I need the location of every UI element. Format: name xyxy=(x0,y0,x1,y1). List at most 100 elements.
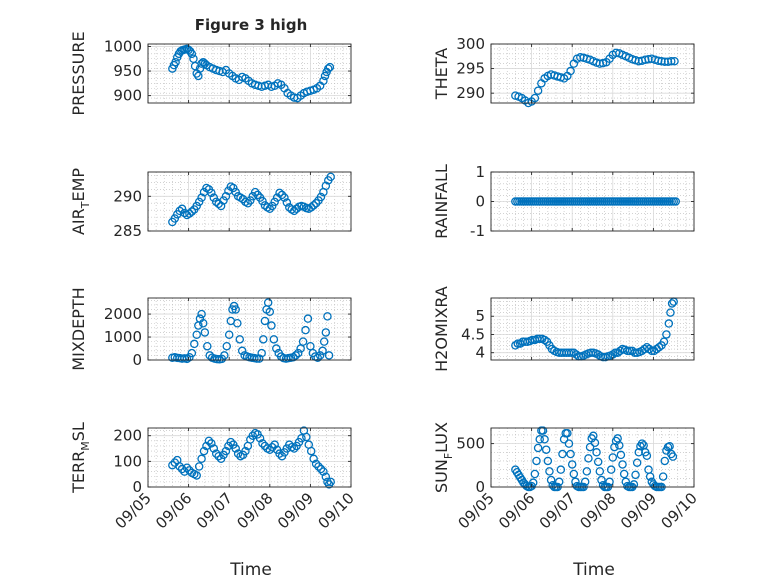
y-tick-label: 290 xyxy=(456,84,485,102)
data-point xyxy=(590,438,600,447)
x-tick-label: 09/08 xyxy=(233,489,276,532)
data-point xyxy=(546,475,556,485)
subplot-h2omixra: 44.55 H2OMIXRA xyxy=(432,286,695,372)
y-axis-label: SUNFLUX xyxy=(432,422,455,493)
data-point xyxy=(257,348,266,358)
y-axis-label-main: AIR xyxy=(69,208,88,235)
data-point xyxy=(269,335,279,344)
data-point xyxy=(566,449,575,459)
data-point xyxy=(197,454,206,464)
y-tick-label: 2000 xyxy=(104,305,142,323)
y-axis-label-subscript: T xyxy=(79,201,92,209)
x-tick-label: 09/09 xyxy=(274,489,317,532)
y-axis-label-subscript: F xyxy=(442,453,455,459)
plot-area xyxy=(491,298,694,360)
data-point xyxy=(540,435,549,444)
data-point xyxy=(171,57,180,67)
data-point xyxy=(231,305,240,314)
x-tick-label: 09/07 xyxy=(193,489,236,532)
data-point xyxy=(316,192,326,202)
data-point xyxy=(265,204,275,214)
data-point xyxy=(532,456,541,466)
data-point xyxy=(608,453,618,462)
y-axis-label: TERRMSL xyxy=(69,422,92,494)
data-point xyxy=(321,328,331,337)
major-grid xyxy=(491,298,694,360)
y-tick-label: 1 xyxy=(475,163,485,181)
data-point xyxy=(319,467,328,476)
data-point xyxy=(185,209,194,218)
data-point xyxy=(665,441,674,451)
y-axis-label-subscript: M xyxy=(79,441,92,451)
data-point xyxy=(214,451,223,461)
data-point xyxy=(231,444,240,453)
data-point xyxy=(194,462,204,471)
y-tick-label: 4 xyxy=(475,344,485,362)
data-point xyxy=(219,196,228,205)
data-point xyxy=(634,448,644,457)
data-point xyxy=(231,187,240,197)
data-point xyxy=(204,436,214,446)
data-point xyxy=(311,459,321,469)
axes-box xyxy=(147,43,352,104)
data-point xyxy=(309,454,318,464)
data-point xyxy=(229,183,238,193)
y-tick-label: 0 xyxy=(475,193,485,211)
data-point xyxy=(658,472,668,481)
subplot-terr_msl: 0100200TERRMSL09/0509/0609/0709/0809/090… xyxy=(69,422,358,532)
y-tick-label: 295 xyxy=(456,60,485,78)
y-axis-label: RAINFALL xyxy=(432,164,451,239)
data-point xyxy=(187,49,197,59)
data-point xyxy=(270,197,279,207)
data-point xyxy=(642,451,652,461)
data-point xyxy=(289,352,298,362)
y-axis-label: H2OMIXRA xyxy=(432,286,451,372)
data-point xyxy=(200,328,210,337)
data-point xyxy=(309,201,318,210)
data-point xyxy=(319,337,329,346)
data-point xyxy=(258,439,267,448)
data-point xyxy=(645,472,655,481)
data-point xyxy=(535,334,544,344)
data-point xyxy=(237,346,247,356)
y-tick-label: 4.5 xyxy=(461,325,485,343)
data-point xyxy=(197,59,206,68)
series-terr_msl xyxy=(168,426,335,489)
data-point xyxy=(660,456,670,466)
data-point xyxy=(265,307,275,317)
data-point xyxy=(556,465,566,474)
x-tick-label: 09/09 xyxy=(617,489,660,532)
data-point xyxy=(660,57,670,66)
y-axis-label-rest: EMP xyxy=(69,168,88,202)
data-point xyxy=(197,309,206,319)
data-point xyxy=(593,350,603,359)
data-point xyxy=(324,64,333,73)
data-point xyxy=(631,470,640,480)
data-point xyxy=(275,188,284,198)
data-point xyxy=(263,298,273,307)
data-point xyxy=(275,449,284,458)
data-point xyxy=(618,460,627,469)
data-point xyxy=(615,441,624,450)
data-point xyxy=(637,439,647,448)
subplot-theta: 290 295 300 THETA xyxy=(432,35,695,108)
axes-box xyxy=(490,297,695,361)
data-point xyxy=(194,197,204,207)
data-point xyxy=(291,351,301,360)
subplot-pressure: 900 950 1000 PRESSURE xyxy=(69,31,352,116)
data-point xyxy=(202,441,211,451)
data-point xyxy=(647,346,657,356)
y-tick-label: 0 xyxy=(132,478,142,496)
data-point xyxy=(593,457,603,467)
data-point xyxy=(311,198,321,208)
data-point xyxy=(272,344,281,353)
data-point xyxy=(280,193,289,202)
data-point xyxy=(326,477,335,487)
data-point xyxy=(616,450,626,460)
data-point xyxy=(289,206,299,216)
data-point xyxy=(233,319,242,328)
data-point xyxy=(659,337,669,347)
data-point xyxy=(198,319,208,328)
data-point xyxy=(326,172,335,182)
data-point xyxy=(224,330,234,339)
